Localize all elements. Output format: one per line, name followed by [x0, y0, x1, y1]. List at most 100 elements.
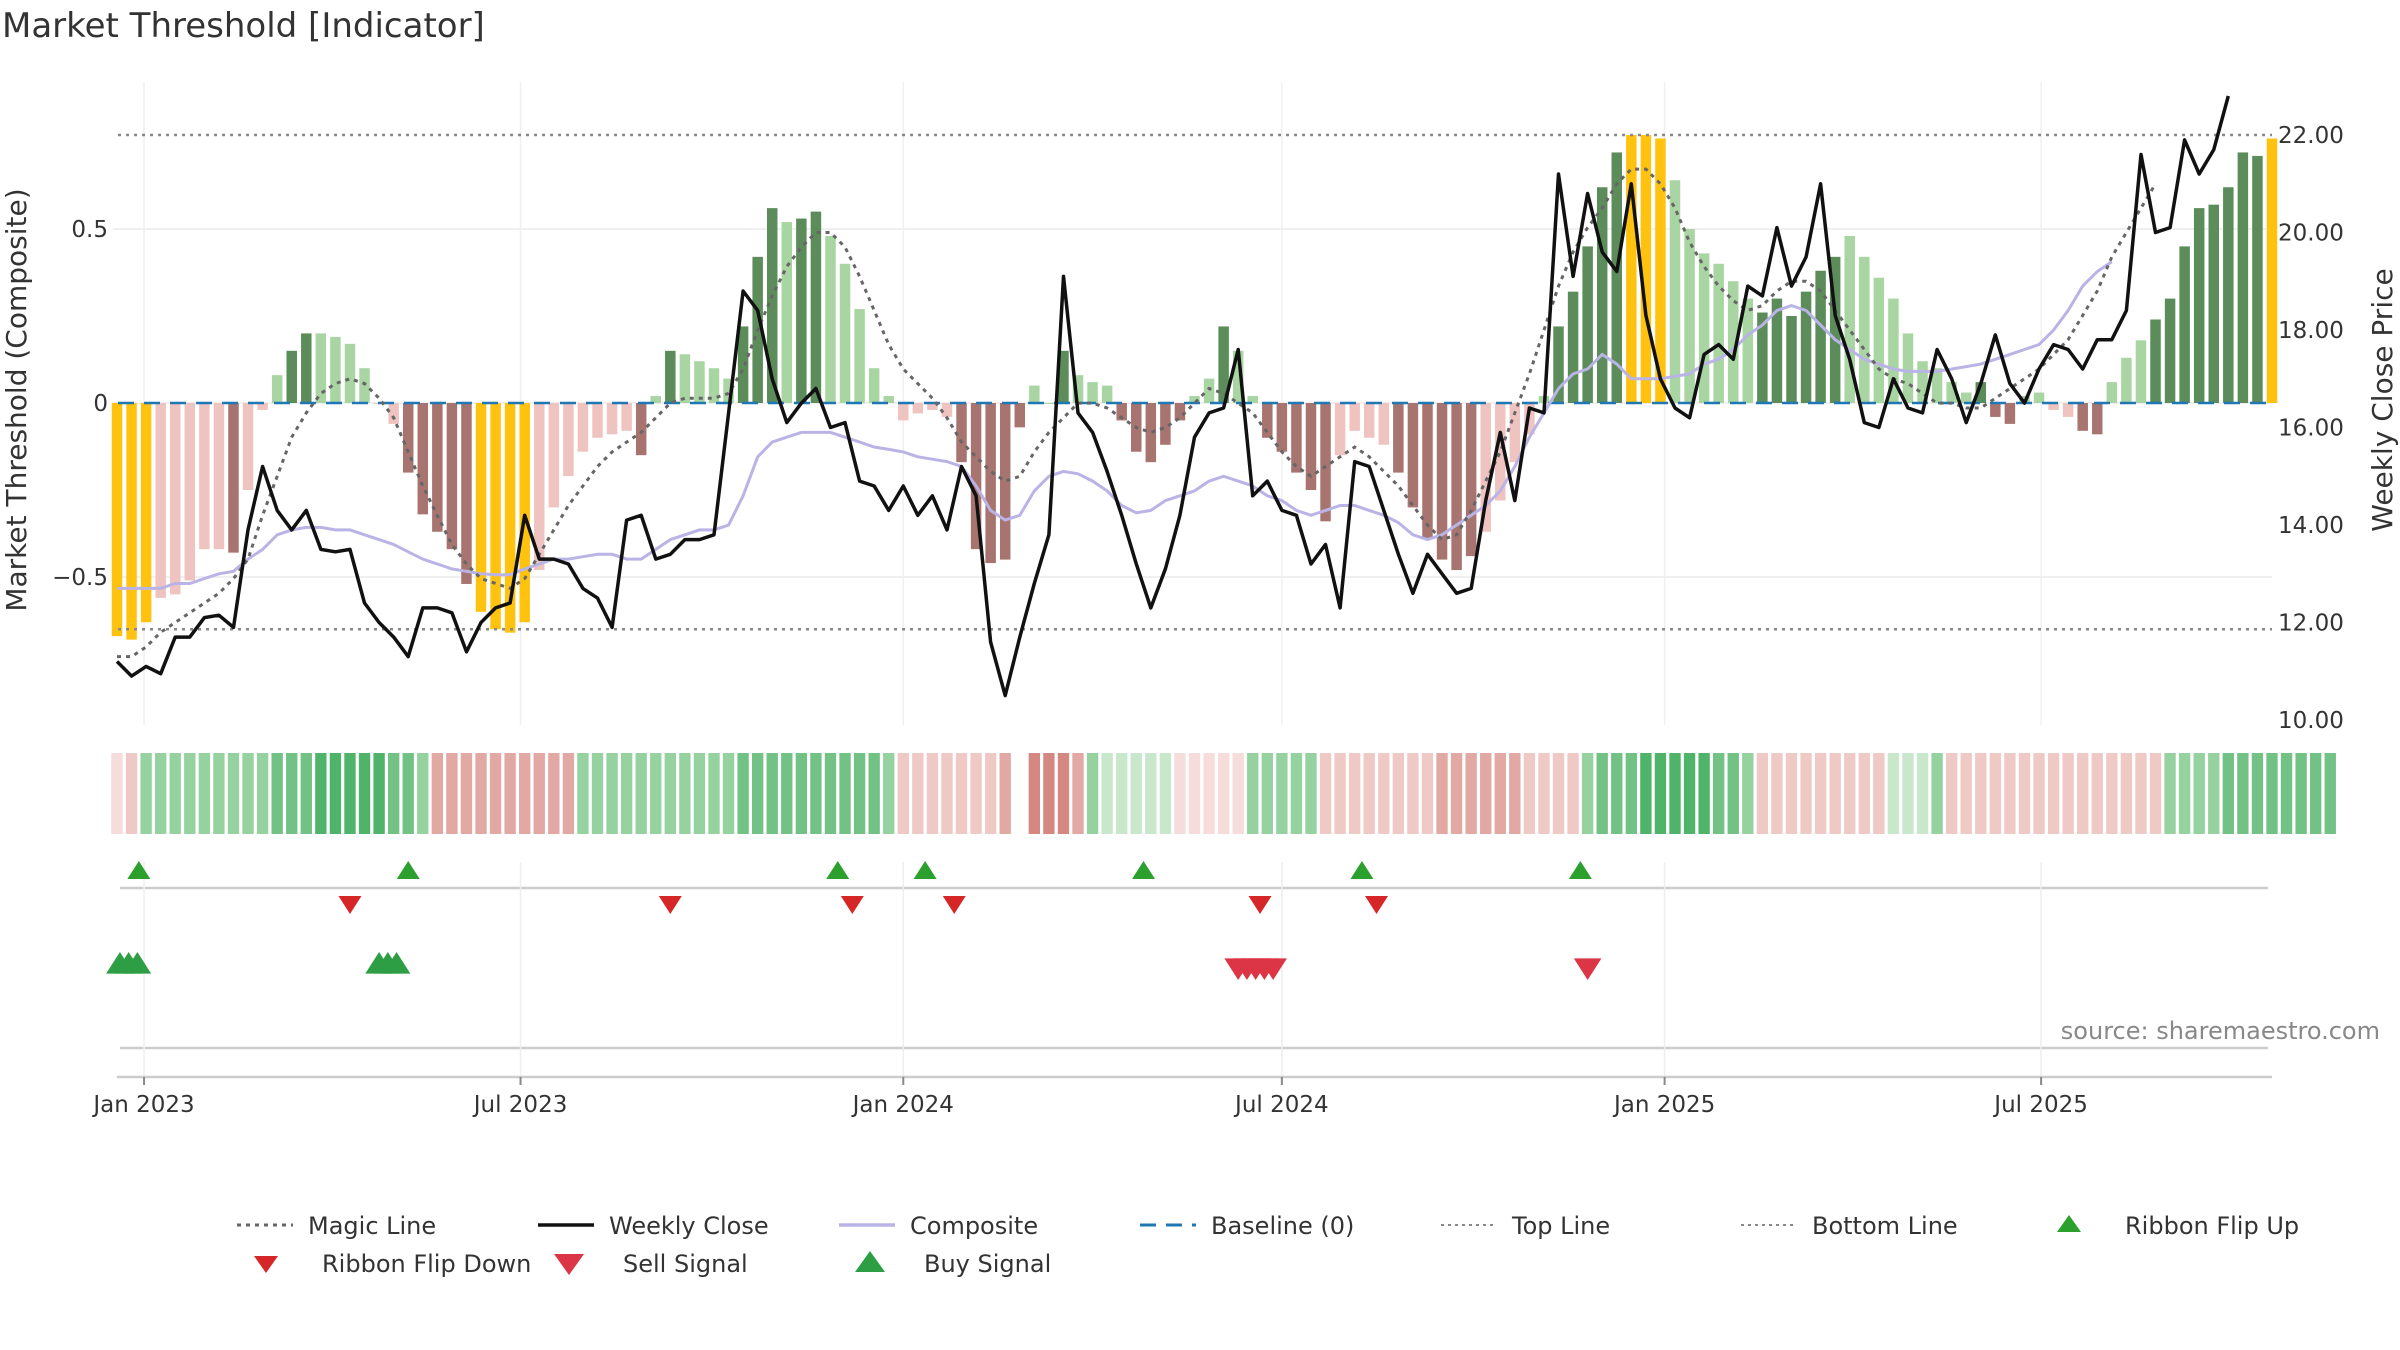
ribbon-cell	[417, 753, 429, 834]
ribbon-cell	[1319, 753, 1332, 834]
ribbon-cell	[519, 753, 531, 834]
legend-label: Baseline (0)	[1211, 1212, 1354, 1240]
composite-bar	[140, 403, 152, 623]
ribbon-cell	[2251, 753, 2264, 834]
ribbon-cell	[387, 753, 400, 834]
composite-bar	[2077, 403, 2088, 431]
ribbon-flip-up-marker	[826, 861, 850, 879]
sell-signal-marker	[1573, 958, 1602, 980]
ribbon-cell	[853, 753, 866, 834]
composite-bar	[1611, 152, 1623, 403]
composite-bar	[388, 403, 399, 424]
composite-bar	[2106, 382, 2118, 403]
legend-label: Bottom Line	[1812, 1212, 1958, 1240]
sell-signal-marker	[1259, 958, 1287, 980]
y-axis-title: Market Threshold (Composite)	[0, 188, 33, 611]
ribbon-cell	[1683, 753, 1696, 834]
legend-swatch	[2057, 1215, 2081, 1232]
composite-bar	[534, 403, 545, 571]
y-tick-label: 0	[93, 391, 108, 417]
legend-label: Sell Signal	[623, 1250, 748, 1278]
ribbon-cell	[1916, 753, 1929, 834]
ribbon-cell	[2164, 753, 2176, 834]
ribbon-cell	[2135, 753, 2147, 834]
composite-bar	[1713, 263, 1724, 403]
ribbon-cell	[839, 753, 851, 834]
composite-bar	[898, 403, 909, 421]
composite-bar	[1742, 298, 1754, 403]
ribbon-cell	[2222, 753, 2234, 834]
composite-bar	[941, 403, 953, 417]
weekly-close-line	[115, 95, 2230, 698]
ribbon-cell	[1727, 753, 1739, 834]
composite-bar	[199, 403, 210, 550]
ribbon-cell	[824, 753, 837, 834]
composite-bar	[1101, 385, 1113, 403]
ribbon-cell	[1552, 753, 1565, 834]
ribbon-flip-up-marker	[396, 861, 420, 879]
ribbon-cell	[1945, 753, 1958, 834]
composite-bar	[519, 403, 530, 623]
x-tick-label: Jan 2023	[91, 1092, 194, 1118]
composite-bar	[155, 403, 166, 598]
ribbon-cell	[460, 753, 473, 834]
composite-bar	[1800, 291, 1812, 403]
ribbon-cell	[1232, 753, 1244, 834]
ribbon-cell	[1829, 753, 1841, 834]
ribbon-cell	[1480, 753, 1492, 834]
legend-item: Sell Signal	[554, 1250, 748, 1278]
composite-bar	[1393, 403, 1404, 473]
composite-bar	[1218, 326, 1229, 403]
ribbon-cell	[1378, 753, 1390, 834]
composite-bar	[810, 211, 822, 403]
composite-bar	[1203, 378, 1215, 403]
ribbon-cell	[1756, 753, 1769, 834]
ribbon-cell	[2237, 753, 2249, 834]
composite-bar	[1757, 312, 1768, 403]
y2-tick-label: 14.00	[2278, 513, 2344, 539]
y-tick-label: 0.5	[71, 217, 108, 243]
ribbon-cell	[1902, 753, 1914, 834]
composite-bar	[228, 403, 239, 553]
composite-bar	[344, 343, 356, 403]
composite-bar	[257, 403, 268, 410]
composite-line	[117, 260, 2113, 590]
composite-bar	[1698, 253, 1710, 403]
ribbon-cell	[2004, 753, 2016, 834]
composite-bar	[2208, 204, 2219, 403]
ribbon-cell	[693, 753, 706, 834]
composite-bar	[839, 263, 851, 403]
ribbon-cell	[2208, 753, 2220, 834]
ribbon-flip-down-marker	[658, 896, 682, 914]
chart-title: Market Threshold [Indicator]	[2, 6, 485, 46]
ribbon-cell	[2033, 753, 2045, 834]
axes-layer: 0.5 0 −0.5 Market Threshold (Composite) 22.0…	[0, 123, 2399, 734]
composite-bar	[694, 361, 705, 403]
ribbon-cell	[2178, 753, 2191, 834]
composite-bar	[708, 368, 720, 403]
legend-layer: Magic Line Weekly Close Composite Baseline …	[237, 1212, 2299, 1278]
composite-bar	[1509, 403, 1521, 463]
ribbon-cell	[2324, 753, 2336, 834]
ribbon-cell	[912, 753, 924, 834]
ribbon-cell	[620, 753, 633, 834]
ribbon-flip-up-marker	[1132, 861, 1156, 879]
composite-bar	[330, 336, 341, 403]
ribbon-cell	[1450, 753, 1463, 834]
composite-bar	[2150, 319, 2161, 403]
ribbon-cell	[1785, 753, 1798, 834]
composite-bar	[1917, 361, 1928, 403]
composite-bar	[781, 222, 793, 403]
y2-tick-label: 22.00	[2278, 123, 2344, 149]
composite-bar	[1189, 396, 1200, 403]
ribbon-cell	[300, 753, 312, 834]
ribbon-cell	[155, 753, 167, 834]
y2-tick-label: 20.00	[2278, 221, 2344, 247]
ribbon-cell	[1494, 753, 1506, 834]
composite-bar	[1640, 135, 1652, 404]
composite-bar	[1422, 403, 1433, 539]
ribbon-cell	[489, 753, 502, 834]
composite-bar	[1116, 403, 1127, 421]
ribbon-flip-up-marker	[1568, 861, 1592, 879]
